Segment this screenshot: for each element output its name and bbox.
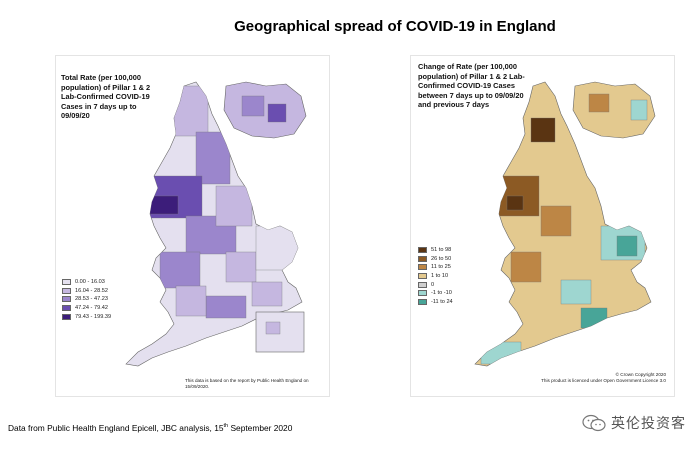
left-map-heading: Total Rate (per 100,000 population) of P… <box>61 73 151 120</box>
copyright-text: © Crown Copyright 2020 <box>615 372 666 377</box>
legend-swatch <box>418 247 427 254</box>
north-inset-map <box>223 81 307 139</box>
licence-text: This product is licenced under Open Gove… <box>541 378 666 383</box>
legend-item: 1 to 10 <box>418 272 453 281</box>
legend-item: -1 to -10 <box>418 289 453 298</box>
legend-swatch <box>62 296 71 303</box>
england-total-rate-map[interactable] <box>56 56 331 398</box>
legend-item: 79.43 - 199.39 <box>62 312 111 321</box>
right-map-credit: © Crown Copyright 2020 This product is l… <box>531 372 666 384</box>
legend-swatch <box>62 305 71 312</box>
legend-swatch <box>418 281 427 288</box>
legend-swatch <box>62 313 71 320</box>
legend-item: 11 to 25 <box>418 263 453 272</box>
wechat-icon <box>582 414 606 432</box>
legend-swatch <box>418 255 427 262</box>
legend-item: 28.53 - 47.23 <box>62 295 111 304</box>
watermark-text: 英伦投资客 <box>611 415 686 431</box>
legend-item: -11 to 24 <box>418 298 453 307</box>
total-rate-legend: 0.00 - 16.03 16.04 - 28.52 28.53 - 47.23… <box>62 278 111 321</box>
source-footnote: Data from Public Health England Epicell,… <box>8 423 293 433</box>
legend-swatch <box>418 298 427 305</box>
north-inset-map <box>572 81 656 139</box>
legend-swatch <box>418 290 427 297</box>
london-inset-map <box>255 311 305 353</box>
left-map-credit: This data is based on the report by Publ… <box>185 378 309 389</box>
right-map-heading: Change of Rate (per 100,000 population) … <box>418 62 525 109</box>
legend-swatch <box>62 279 71 286</box>
legend-item: 0.00 - 16.03 <box>62 278 111 287</box>
change-of-rate-map-panel: Change of Rate (per 100,000 population) … <box>410 55 675 397</box>
legend-item: 47.24 - 79.42 <box>62 304 111 313</box>
total-rate-map-panel: Total Rate (per 100,000 population) of P… <box>55 55 330 397</box>
legend-item: 0 <box>418 280 453 289</box>
legend-item: 16.04 - 28.52 <box>62 287 111 296</box>
legend-swatch <box>418 273 427 280</box>
page-title: Geographical spread of COVID-19 in Engla… <box>234 18 556 35</box>
watermark: 英伦投资客 <box>581 413 686 433</box>
legend-item: 51 to 98 <box>418 246 453 255</box>
legend-swatch <box>62 287 71 294</box>
legend-item: 26 to 50 <box>418 255 453 264</box>
change-rate-legend: 51 to 98 26 to 50 11 to 25 1 to 10 0 -1 … <box>418 246 453 306</box>
legend-swatch <box>418 264 427 271</box>
england-change-rate-map[interactable] <box>411 56 676 398</box>
